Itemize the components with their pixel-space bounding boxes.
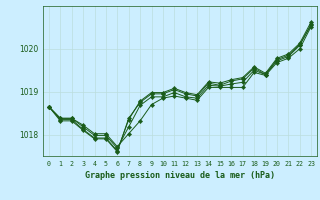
X-axis label: Graphe pression niveau de la mer (hPa): Graphe pression niveau de la mer (hPa) xyxy=(85,171,275,180)
